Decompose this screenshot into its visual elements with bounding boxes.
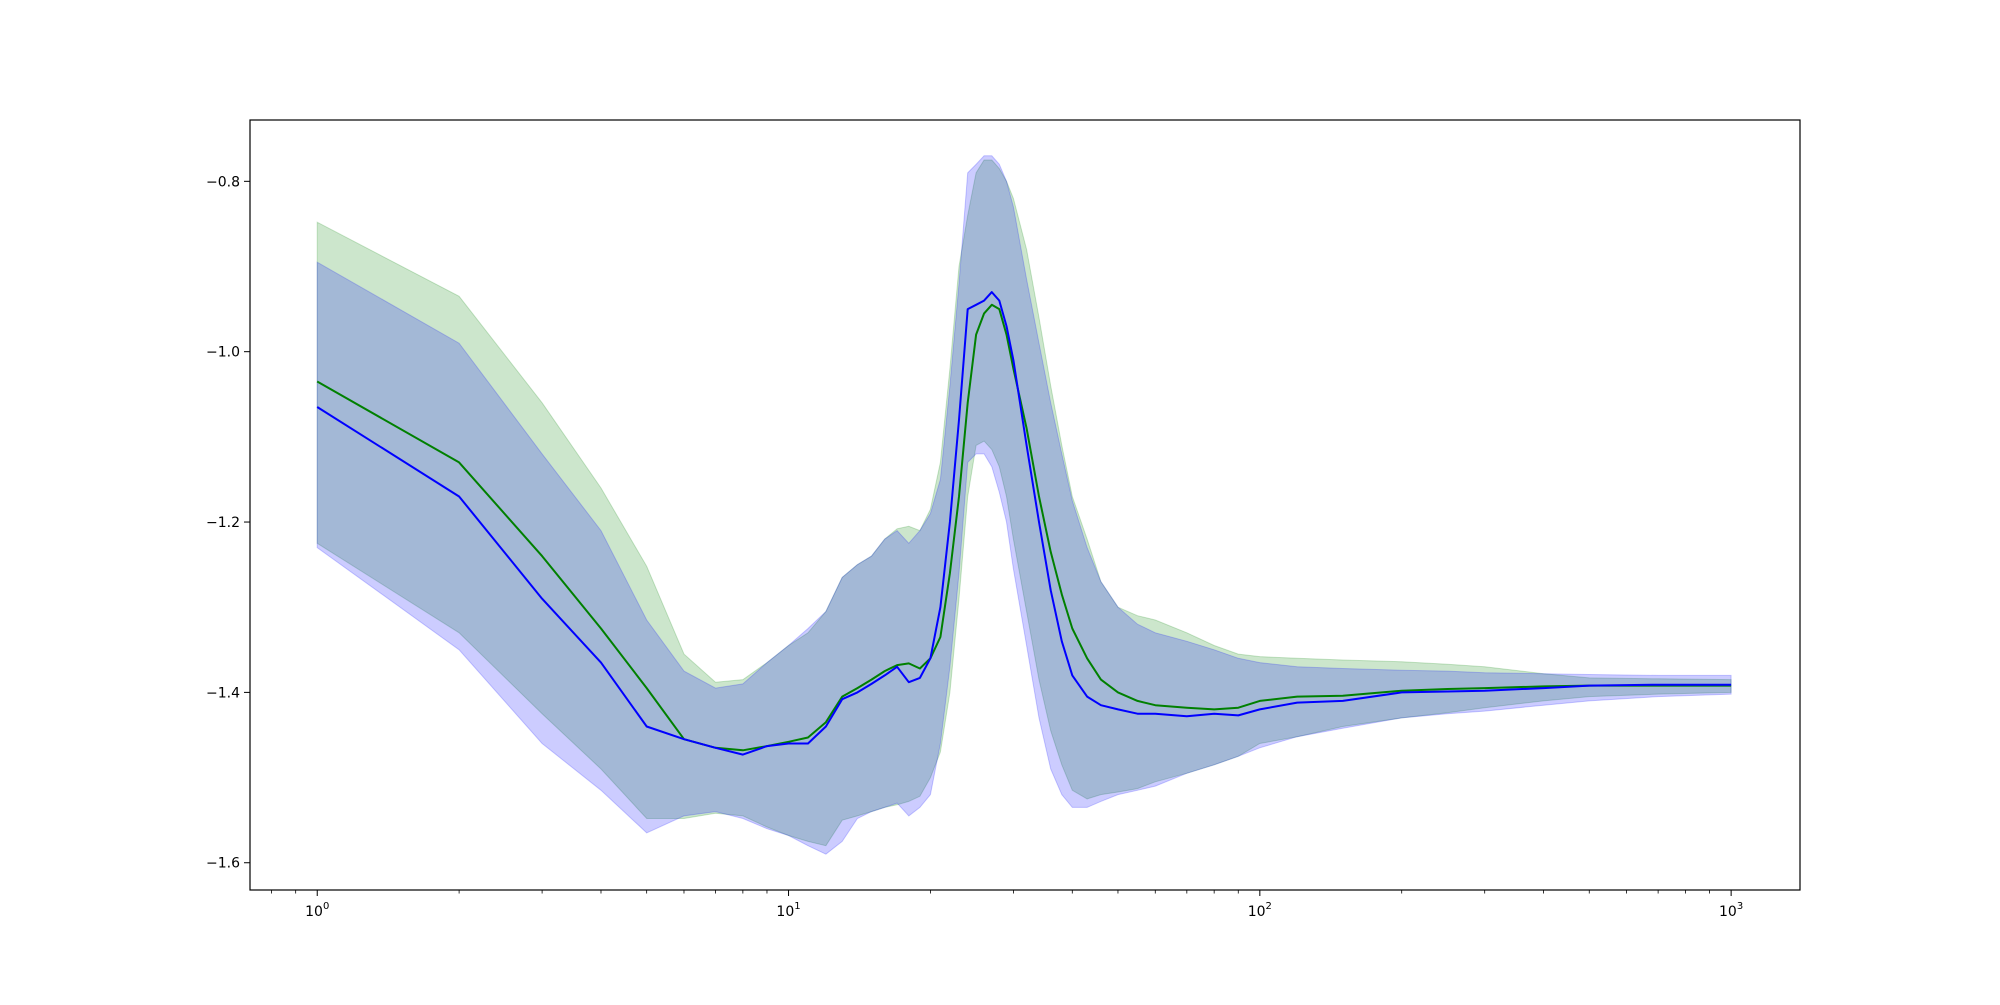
y-tick-label-0: −1.6 (206, 856, 240, 872)
y-axis: −1.6 −1.4 −1.2 −1.0 −0.8 (206, 174, 250, 872)
confidence-band-0 (316, 159, 1732, 847)
y-tick-label-3: −1.0 (206, 345, 240, 361)
series-line-1 (316, 291, 1732, 756)
confidence-band-1 (316, 155, 1732, 855)
series-lines (316, 291, 1732, 756)
y-tick-label-4: −0.8 (206, 174, 240, 190)
y-tick-label-1: −1.4 (206, 685, 240, 701)
plot-frame (249, 119, 1801, 891)
confidence-bands (316, 155, 1732, 855)
series-line-0 (316, 303, 1732, 752)
y-tick-label-2: −1.2 (206, 515, 240, 531)
